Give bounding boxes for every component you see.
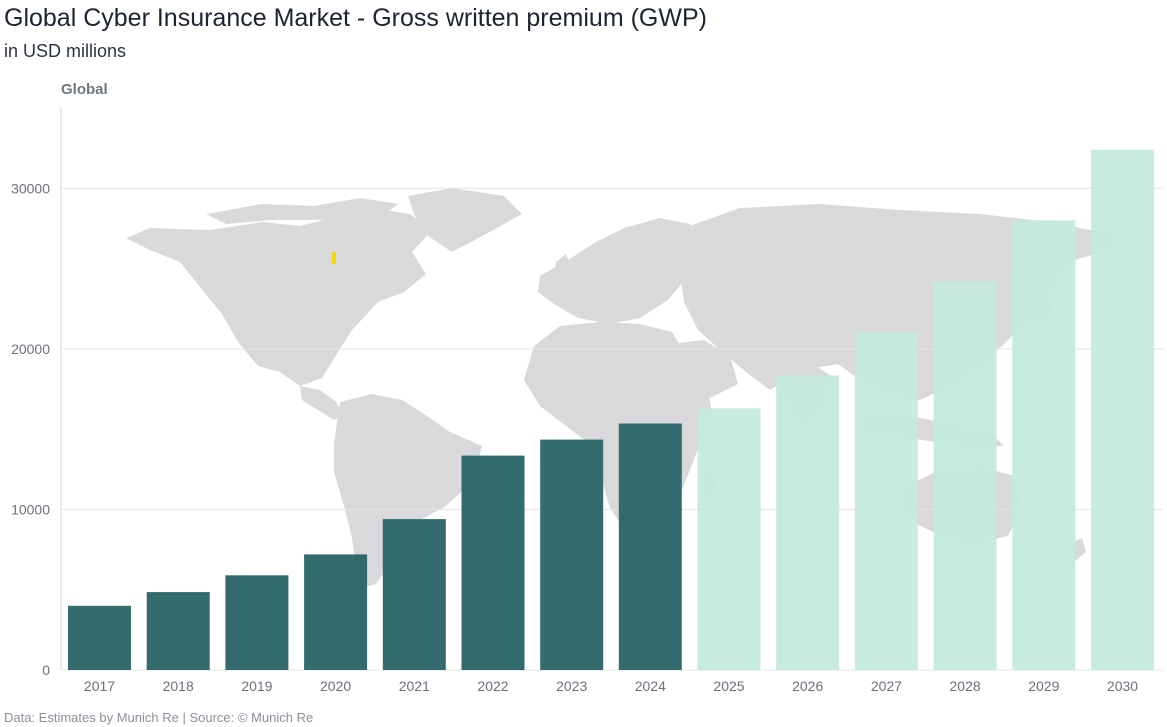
map-greenland	[408, 188, 522, 252]
map-central-america	[300, 386, 344, 420]
x-tick-label: 2024	[635, 678, 666, 694]
map-south-america	[334, 394, 482, 588]
bar-2023[interactable]	[540, 439, 604, 670]
bar-2028[interactable]	[933, 281, 997, 670]
chart-title: Global Cyber Insurance Market - Gross wr…	[4, 4, 707, 32]
x-tick-label: 2022	[477, 678, 508, 694]
map-arctic-islands	[206, 198, 398, 224]
map-arabia	[670, 340, 738, 398]
y-tick-label: 10000	[11, 501, 50, 517]
bar-2019[interactable]	[225, 575, 289, 670]
x-tick-label: 2027	[871, 678, 902, 694]
map-uk	[554, 254, 572, 282]
x-tick-label: 2018	[163, 678, 194, 694]
x-tick-label: 2029	[1028, 678, 1059, 694]
x-tick-label: 2028	[950, 678, 981, 694]
x-tick-label: 2025	[713, 678, 744, 694]
bar-2026[interactable]	[776, 375, 840, 670]
map-asia	[680, 204, 1120, 400]
y-tick-label: 0	[42, 662, 50, 678]
bar-2022[interactable]	[461, 455, 525, 670]
bar-2024[interactable]	[618, 423, 682, 671]
y-tick-label: 30000	[11, 180, 50, 196]
x-tick-label: 2023	[556, 678, 587, 694]
chart-subtitle: in USD millions	[4, 41, 127, 61]
bar-2020[interactable]	[304, 554, 368, 670]
map-north-america	[126, 208, 432, 386]
x-tick-label: 2030	[1107, 678, 1138, 694]
labels-layer: 0 10000 20000 30000 2017 2018 2019 2020 2021 2022…	[11, 180, 1138, 694]
source-footer: Data: Estimates by Munich Re | Source: ©…	[4, 710, 314, 725]
bar-2018[interactable]	[146, 592, 210, 670]
bar-2017[interactable]	[68, 605, 131, 670]
x-tick-label: 2017	[84, 678, 115, 694]
bar-2025[interactable]	[697, 408, 761, 670]
bars-layer	[68, 149, 1154, 671]
bar-2021[interactable]	[382, 519, 446, 670]
bar-2029[interactable]	[1012, 220, 1076, 670]
panel-label: Global	[61, 81, 108, 98]
y-tick-label: 20000	[11, 341, 50, 357]
bar-2030[interactable]	[1091, 149, 1154, 670]
x-tick-label: 2019	[241, 678, 272, 694]
x-tick-label: 2020	[320, 678, 351, 694]
map-europe	[538, 218, 700, 324]
map-location-marker	[332, 252, 336, 264]
bar-2027[interactable]	[854, 332, 918, 670]
x-tick-label: 2021	[399, 678, 430, 694]
x-tick-label: 2026	[792, 678, 823, 694]
